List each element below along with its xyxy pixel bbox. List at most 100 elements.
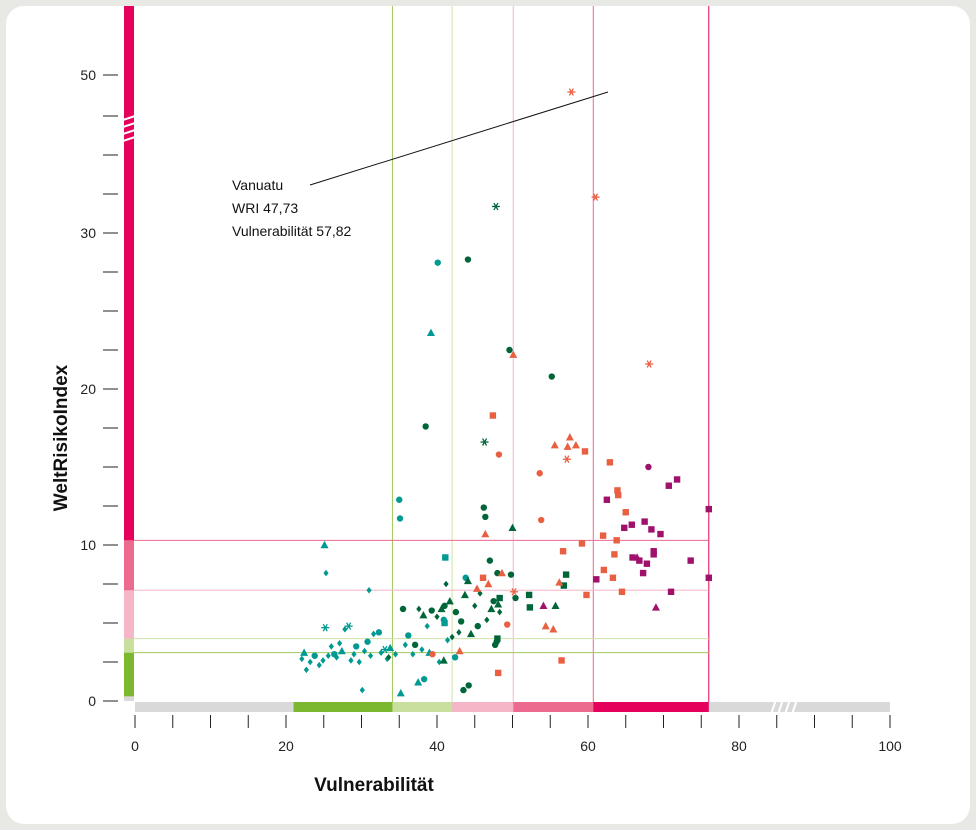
x-axis-break-mark bbox=[777, 700, 784, 714]
data-point-square bbox=[606, 459, 614, 466]
x-band-segment bbox=[513, 702, 594, 712]
data-point-square bbox=[496, 594, 503, 602]
data-point-circle bbox=[396, 515, 404, 522]
star-stroke bbox=[646, 360, 652, 368]
data-point-square bbox=[629, 554, 636, 561]
data-point-triangle bbox=[455, 646, 464, 655]
data-point-circle bbox=[452, 608, 460, 616]
star-stroke bbox=[493, 202, 499, 211]
x-axis-break-mark bbox=[784, 700, 791, 714]
data-point-square bbox=[578, 540, 586, 547]
data-point-circle bbox=[504, 621, 511, 628]
data-point-square bbox=[560, 582, 568, 589]
data-point-square bbox=[609, 574, 617, 581]
data-point-circle bbox=[451, 654, 459, 661]
data-point-triangle bbox=[497, 568, 506, 577]
data-point-triangle bbox=[508, 523, 517, 532]
data-point-square bbox=[636, 557, 643, 564]
data-point-triangle bbox=[419, 611, 428, 619]
x-axis-break-mark bbox=[770, 700, 777, 714]
x-tick-label: 100 bbox=[878, 738, 902, 754]
data-point-square bbox=[479, 574, 487, 581]
x-tick-label: 60 bbox=[580, 738, 596, 754]
data-point-diamond bbox=[323, 569, 329, 577]
data-point-circle bbox=[422, 423, 429, 430]
data-point-triangle bbox=[426, 328, 435, 337]
data-point-triangle bbox=[555, 578, 564, 586]
data-point-circle bbox=[536, 470, 543, 477]
threshold-lines bbox=[134, 6, 710, 702]
data-point-diamond bbox=[416, 605, 422, 613]
data-point-triangle bbox=[509, 350, 518, 358]
data-point-star bbox=[344, 622, 353, 630]
data-point-square bbox=[441, 619, 448, 627]
data-point-circle bbox=[396, 496, 403, 503]
data-point-star bbox=[510, 588, 519, 596]
data-point-triangle bbox=[541, 621, 550, 630]
data-point-star bbox=[562, 455, 571, 463]
annotation-country: Vanuatu bbox=[232, 177, 283, 193]
data-point-diamond bbox=[434, 613, 440, 621]
data-point-square bbox=[628, 521, 635, 528]
data-point-circle bbox=[506, 346, 513, 354]
data-point-square bbox=[650, 551, 657, 558]
x-tick-label: 80 bbox=[731, 738, 747, 754]
y-band-segment bbox=[124, 540, 134, 591]
data-point-square bbox=[615, 491, 622, 499]
data-point-diamond bbox=[410, 650, 416, 658]
data-point-circle bbox=[480, 504, 488, 511]
data-point-triangle bbox=[439, 656, 448, 664]
data-point-square bbox=[559, 548, 567, 555]
data-point-circle bbox=[429, 651, 436, 658]
data-point-circle bbox=[548, 373, 555, 380]
star-stroke bbox=[511, 588, 517, 596]
data-point-circle bbox=[474, 622, 481, 630]
data-point-circle bbox=[434, 259, 441, 266]
data-point-square bbox=[603, 496, 611, 503]
data-point-square bbox=[687, 557, 694, 564]
data-point-square bbox=[667, 588, 675, 595]
y-band-segment bbox=[124, 652, 134, 697]
y-band-segment bbox=[124, 590, 134, 639]
data-point-diamond bbox=[472, 602, 478, 610]
data-point-diamond bbox=[366, 586, 372, 594]
data-point-square bbox=[705, 505, 712, 513]
data-point-square bbox=[489, 412, 497, 419]
star-stroke bbox=[564, 455, 570, 463]
y-axis-break-mark bbox=[122, 129, 136, 135]
data-point-square bbox=[705, 574, 712, 581]
data-point-diamond bbox=[419, 646, 425, 653]
x-band-segment bbox=[452, 702, 514, 712]
data-point-circle bbox=[512, 594, 519, 602]
data-point-diamond bbox=[316, 661, 322, 669]
data-point-star bbox=[645, 360, 654, 368]
y-tick-label: 10 bbox=[80, 537, 96, 553]
data-point-diamond bbox=[359, 686, 365, 694]
data-point-diamond bbox=[356, 658, 362, 666]
tick-layer: 0 20 40 60 80 100 0 10 20 30 50 bbox=[80, 67, 901, 754]
data-point-triangle bbox=[550, 440, 559, 449]
data-point-circle bbox=[537, 516, 545, 524]
data-point-diamond bbox=[333, 654, 340, 661]
data-point-triangle bbox=[466, 629, 475, 638]
data-point-triangle bbox=[445, 596, 454, 605]
data-point-diamond bbox=[361, 647, 368, 655]
data-point-circle bbox=[311, 652, 318, 659]
data-point-circle bbox=[507, 571, 515, 578]
data-point-diamond bbox=[384, 655, 390, 663]
data-point-diamond bbox=[436, 658, 442, 666]
data-point-square bbox=[593, 576, 600, 583]
annotation-vulnerability: Vulnerabilität 57,82 bbox=[232, 223, 352, 239]
data-point-triangle bbox=[396, 689, 405, 697]
data-point-diamond bbox=[303, 666, 309, 674]
data-point-triangle bbox=[473, 584, 482, 592]
data-point-circle bbox=[490, 597, 497, 605]
star-stroke bbox=[382, 645, 388, 654]
x-tick-label: 20 bbox=[278, 738, 294, 754]
data-point-diamond bbox=[342, 625, 348, 633]
y-tick-label: 20 bbox=[80, 381, 96, 397]
data-point-triangle bbox=[463, 576, 472, 585]
star-stroke bbox=[592, 193, 599, 201]
data-point-square bbox=[562, 571, 570, 578]
data-point-square bbox=[622, 509, 629, 516]
